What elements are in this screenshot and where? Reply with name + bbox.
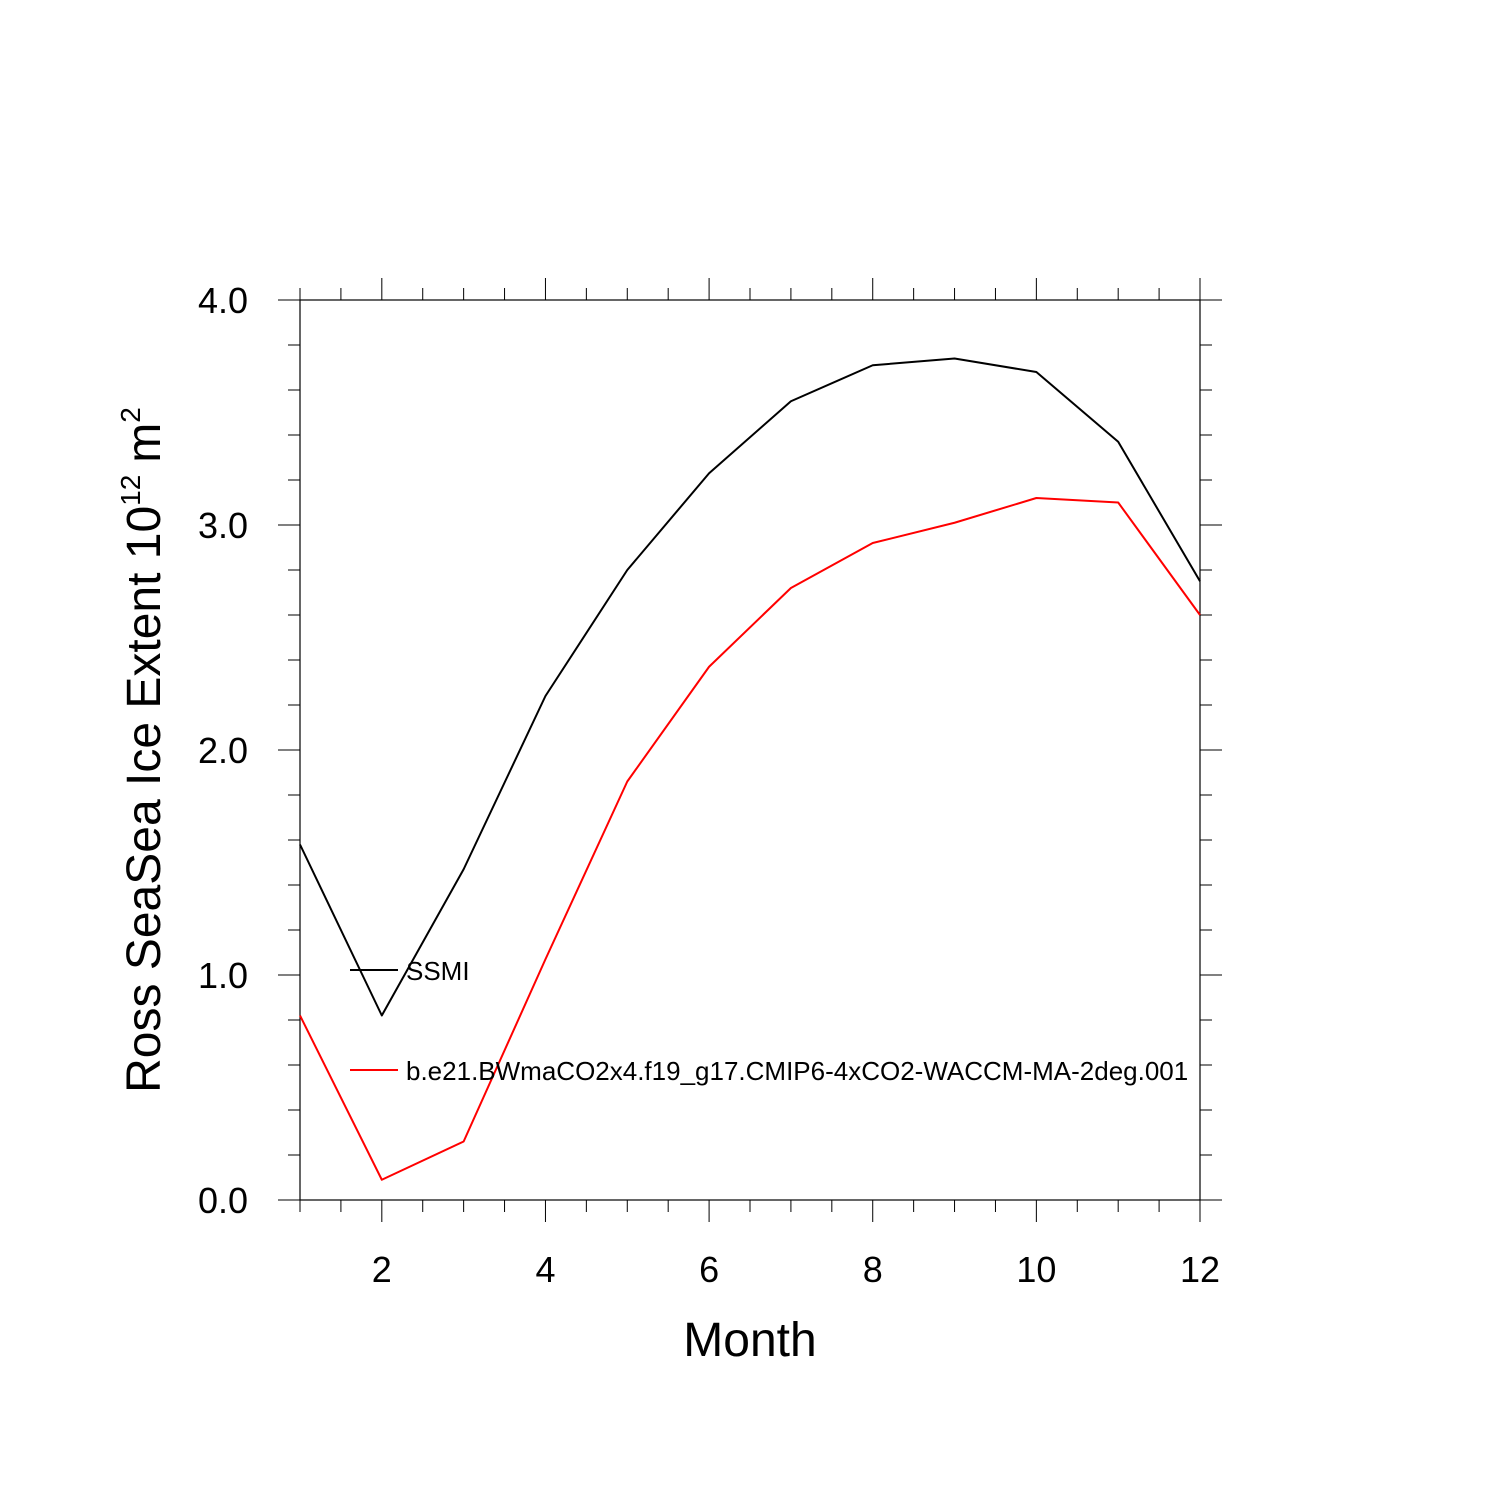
y-axis-label-unit-exponent: 2 (115, 407, 146, 423)
plot-frame (299, 299, 1201, 1201)
legend: SSMI b.e21.BWmaCO2x4.f19_g17.CMIP6-4xCO2… (350, 956, 1188, 1086)
tick-labels: 2 4 6 8 10 12 0.0 1.0 2.0 3.0 4.0 (198, 280, 1220, 1290)
x-tick-label: 4 (535, 1249, 555, 1290)
legend-label-model: b.e21.BWmaCO2x4.f19_g17.CMIP6-4xCO2-WACC… (406, 1056, 1188, 1086)
x-tick-label: 6 (699, 1249, 719, 1290)
minor-ticks (288, 288, 1212, 1212)
x-tick-label: 2 (372, 1249, 392, 1290)
y-tick-label: 4.0 (198, 280, 248, 321)
x-tick-label: 10 (1016, 1249, 1056, 1290)
y-axis-label-unit: m (118, 423, 171, 463)
x-axis-label: Month (683, 1314, 816, 1367)
y-axis-label: Ross SeaSea Ice Extent 1012 m2 (115, 407, 171, 1093)
series-line-model (299, 497, 1201, 1181)
y-tick-label: 0.0 (198, 1180, 248, 1221)
y-tick-label: 1.0 (198, 955, 248, 996)
x-tick-label: 12 (1180, 1249, 1220, 1290)
y-tick-label: 2.0 (198, 730, 248, 771)
y-axis-label-exponent: 12 (115, 475, 146, 506)
series-lines (299, 357, 1201, 1181)
major-ticks (278, 278, 1222, 1222)
y-tick-label: 3.0 (198, 505, 248, 546)
x-tick-label: 8 (863, 1249, 883, 1290)
series-line-ssmi (299, 357, 1201, 1017)
y-axis-label-main: Ross SeaSea Ice Extent 10 (118, 506, 171, 1093)
legend-label-ssmi: SSMI (406, 956, 470, 986)
